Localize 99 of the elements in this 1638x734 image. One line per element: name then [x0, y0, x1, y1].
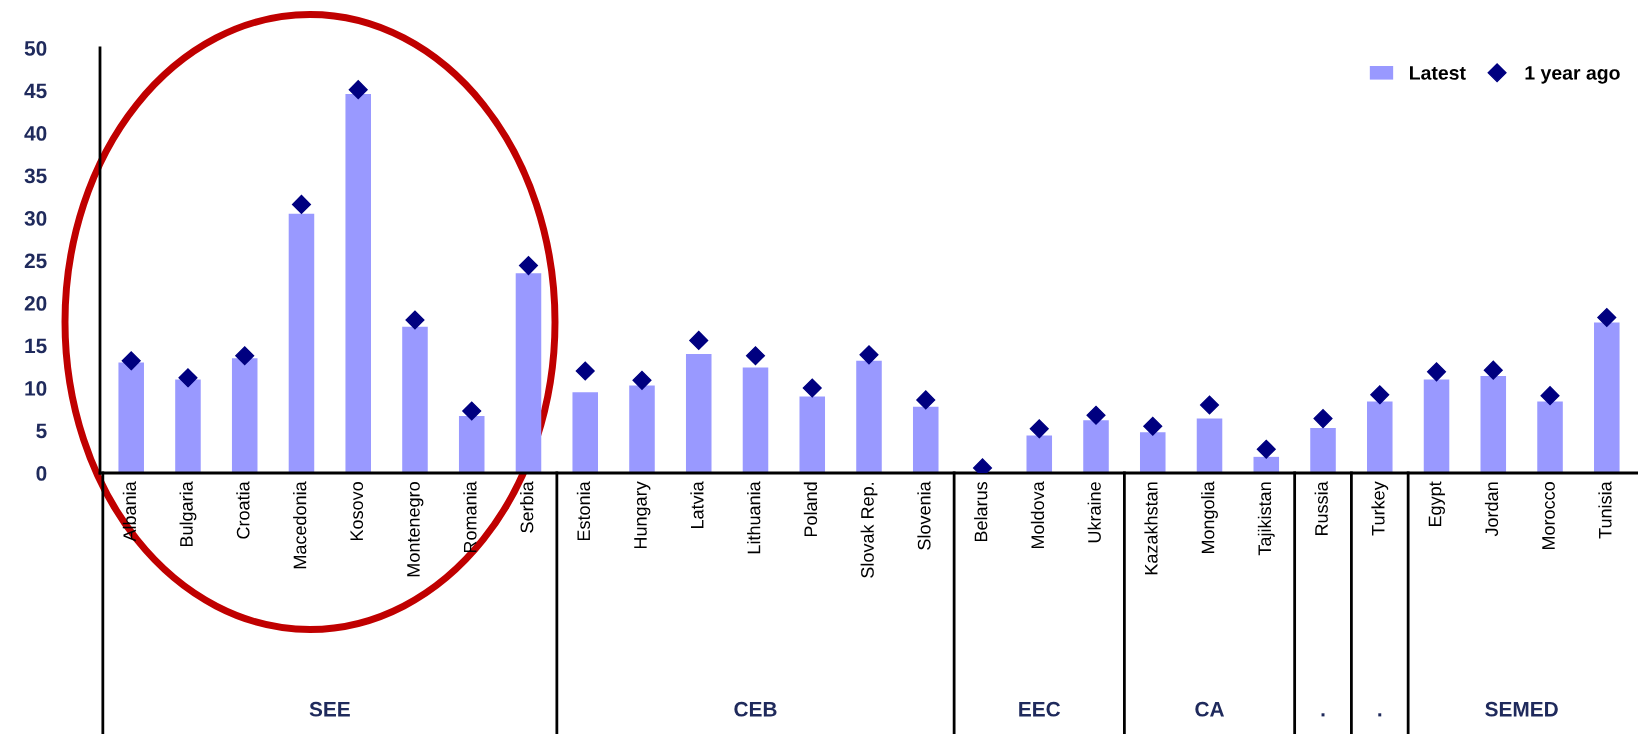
text: SEE: [309, 701, 350, 717]
bar: [912, 406, 939, 473]
point: [1426, 362, 1447, 382]
point: [745, 346, 766, 366]
x-tick-label: Montenegro: [407, 482, 424, 577]
point: [1540, 386, 1560, 406]
bar: [288, 213, 315, 473]
bar: [402, 326, 428, 473]
point: [1370, 385, 1390, 405]
text: .: [1378, 713, 1382, 717]
point: [405, 310, 425, 330]
point: [518, 256, 539, 276]
legend-label: 1 year ago: [1525, 66, 1620, 84]
point: [1313, 409, 1333, 429]
x-tick-label: Estonia: [576, 481, 591, 541]
x-tick-label: Hungary: [634, 481, 651, 549]
x-tick-label: Albania: [122, 481, 137, 542]
point: [1597, 307, 1617, 327]
x-tick-label: Mongolia: [1201, 481, 1218, 554]
point: [462, 401, 482, 421]
point: [348, 80, 368, 100]
point: [1256, 439, 1276, 459]
x-tick-label: Lithuania: [747, 481, 761, 554]
point: [178, 368, 198, 388]
x-tick-label: Jordan: [1484, 482, 1499, 537]
point: [121, 351, 141, 371]
bar: [856, 360, 882, 473]
bar: [1139, 432, 1166, 473]
text: CEB: [734, 701, 777, 717]
y-tick-label: 25: [24, 253, 47, 269]
x-tick-label: Latvia: [690, 481, 704, 529]
bar: [1537, 401, 1563, 473]
bar: [1480, 376, 1507, 473]
bar: [1310, 427, 1336, 473]
bar: [1083, 420, 1109, 473]
text: SEMED: [1485, 701, 1558, 717]
bar: [175, 379, 201, 473]
bar: [1026, 435, 1053, 473]
x-tick-label: Poland: [803, 482, 818, 537]
bar: [515, 273, 542, 473]
x-tick-label: Moldova: [1030, 481, 1045, 549]
text: CA: [1195, 701, 1225, 717]
x-tick-label: Russia: [1314, 481, 1328, 536]
point: [575, 361, 595, 381]
point: [1143, 416, 1163, 436]
bar: [799, 396, 826, 473]
bar: [1423, 379, 1450, 473]
bar: [1367, 401, 1393, 473]
y-tick-label: 30: [24, 211, 47, 226]
bar: [231, 358, 258, 473]
x-tick-label: Kosovo: [350, 482, 364, 541]
bar: [685, 354, 712, 473]
point: [632, 370, 652, 390]
y-tick-label: 35: [24, 168, 47, 184]
bar: [742, 367, 769, 473]
x-tick-label: Croatia: [236, 481, 250, 539]
x-tick-label: Belarus: [974, 481, 988, 542]
x-tick-label: Turkey: [1371, 481, 1389, 536]
x-tick-label: Morocco: [1542, 482, 1555, 550]
point: [1086, 405, 1106, 425]
bar: [629, 385, 655, 473]
y-tick-label: 0: [36, 466, 47, 481]
point: [859, 345, 879, 365]
y-tick-label: 45: [24, 83, 47, 99]
bar: [118, 362, 144, 473]
bar: [1196, 418, 1223, 473]
bar: [572, 392, 599, 473]
x-tick-label: Macedonia: [293, 481, 307, 569]
legend-label: Latest: [1410, 66, 1466, 80]
point: [235, 346, 255, 366]
y-tick-label: 40: [24, 126, 47, 141]
x-tick-label: Ukraine: [1087, 482, 1101, 543]
point: [802, 378, 822, 398]
x-tick-label: Romania: [463, 481, 477, 553]
x-tick-label: Slovenia: [917, 481, 931, 550]
y-tick-label: 50: [24, 41, 47, 56]
y-tick-label: 15: [25, 338, 47, 354]
bar: [458, 416, 485, 473]
bar: [1253, 456, 1280, 473]
point: [916, 390, 936, 410]
x-tick-label: Tunisia: [1598, 481, 1612, 539]
text: .: [1321, 713, 1325, 717]
point: [291, 194, 312, 214]
x-tick-label: Slovak Rep.: [860, 482, 878, 578]
y-tick-label: 5: [36, 423, 47, 439]
x-tick-label: Egypt: [1428, 481, 1445, 527]
point: [1483, 360, 1503, 380]
y-tick-label: 20: [24, 296, 47, 311]
point: [689, 330, 709, 350]
point: [1029, 419, 1049, 439]
y-tick-label: 10: [25, 381, 47, 396]
text: EEC: [1019, 701, 1061, 717]
x-tick-label: Tajikistan: [1257, 482, 1275, 556]
x-tick-label: Serbia: [520, 481, 534, 533]
x-tick-label: Kazakhstan: [1144, 482, 1158, 575]
point: [1199, 395, 1220, 415]
bar: [345, 93, 371, 473]
bar: [1594, 322, 1620, 473]
x-tick-label: Bulgaria: [179, 481, 197, 547]
